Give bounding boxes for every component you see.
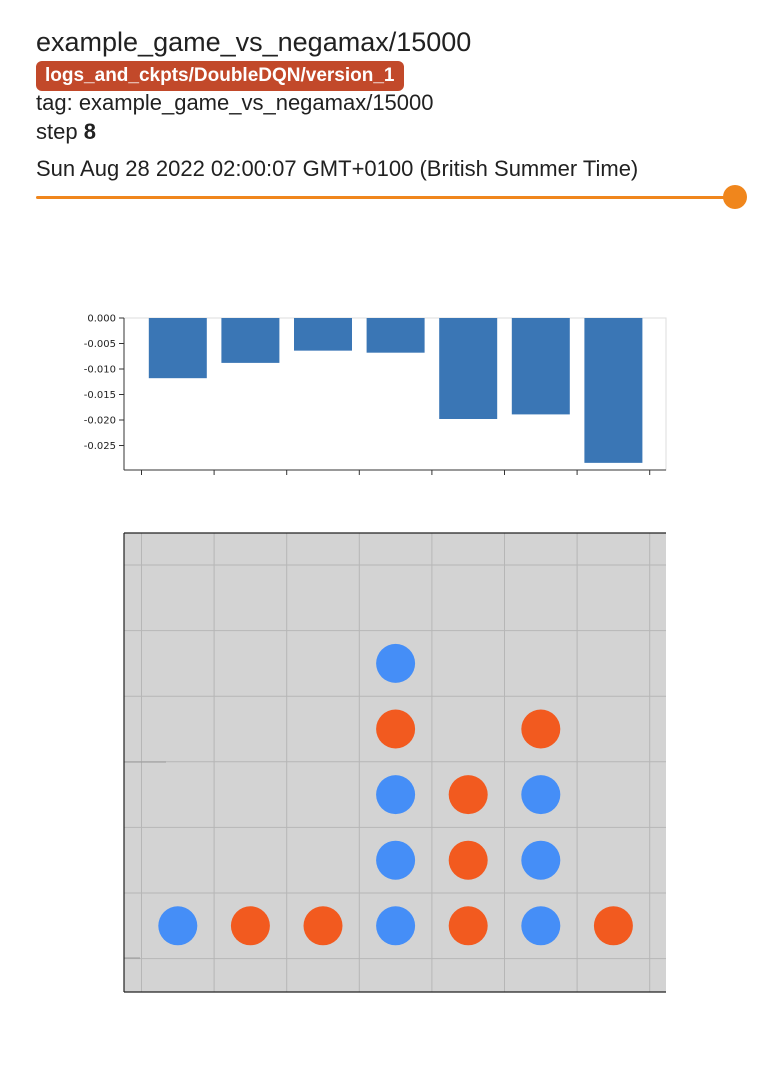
step-line: step 8	[36, 119, 96, 145]
bar-5	[439, 318, 498, 419]
tag-prefix: tag:	[36, 90, 79, 115]
y-tick-label: -0.025	[84, 441, 116, 452]
blue-piece	[521, 840, 561, 880]
bar-2	[221, 318, 280, 363]
bar-4	[366, 318, 425, 353]
orange-piece	[376, 709, 416, 749]
blue-piece	[521, 906, 561, 946]
run-name-badge: logs_and_ckpts/DoubleDQN/version_1	[36, 61, 404, 91]
y-tick-label: -0.015	[84, 390, 116, 401]
bar-6	[511, 318, 570, 415]
bar-7	[584, 318, 643, 463]
y-tick-label: 0.000	[87, 314, 116, 325]
y-tick-label: -0.020	[84, 416, 116, 427]
step-timestamp: Sun Aug 28 2022 02:00:07 GMT+0100 (Briti…	[36, 156, 639, 181]
orange-piece	[448, 840, 488, 880]
step-value: 8	[83, 119, 96, 144]
blue-piece	[158, 906, 198, 946]
step-slider-thumb[interactable]	[723, 185, 747, 209]
orange-piece	[521, 709, 561, 749]
tag-line: tag: example_game_vs_negamax/15000	[36, 90, 434, 116]
step-prefix: step	[36, 119, 84, 144]
orange-piece	[303, 906, 343, 946]
bar-1	[148, 318, 207, 379]
bar-3	[294, 318, 352, 351]
orange-piece	[448, 906, 488, 946]
step-slider-track[interactable]	[36, 196, 736, 199]
orange-piece	[230, 906, 270, 946]
y-tick-label: -0.010	[84, 365, 116, 376]
blue-piece	[376, 840, 416, 880]
blue-piece	[376, 775, 416, 815]
y-tick-label: -0.005	[84, 339, 116, 350]
image-title: example_game_vs_negamax/15000	[36, 27, 472, 57]
orange-piece	[593, 906, 633, 946]
game-board	[123, 532, 666, 993]
tag-value: example_game_vs_negamax/15000	[78, 90, 434, 115]
orange-piece	[448, 775, 488, 815]
blue-piece	[521, 775, 561, 815]
blue-piece	[376, 906, 416, 946]
blue-piece	[376, 643, 416, 683]
